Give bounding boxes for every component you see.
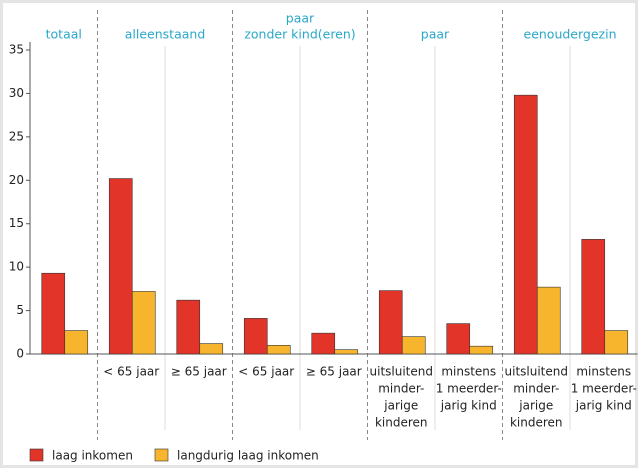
- x-tick-label: kinderen: [510, 416, 563, 430]
- x-tick-label: 1 meerder-: [436, 382, 502, 396]
- x-tick-label: kinderen: [375, 416, 428, 430]
- y-tick-label: 20: [9, 173, 24, 187]
- y-tick-label: 30: [9, 86, 24, 100]
- y-tick-label: 25: [9, 129, 24, 143]
- x-tick-label: < 65 jaar: [103, 365, 159, 379]
- bar: [199, 343, 224, 355]
- bar: [581, 239, 606, 355]
- bar: [64, 330, 89, 355]
- x-tick-label: < 65 jaar: [238, 365, 294, 379]
- bar: [513, 94, 538, 355]
- x-tick-label: jarig kind: [575, 399, 632, 413]
- group-label: zonder kind(eren): [244, 27, 355, 42]
- y-tick-label: 10: [9, 260, 24, 274]
- x-tick-label: 1 meerder-: [571, 382, 637, 396]
- group-label: totaal: [46, 27, 82, 42]
- y-tick-label: 15: [9, 216, 24, 230]
- bar: [446, 323, 471, 355]
- x-tick-label: uitsluitend: [505, 365, 568, 379]
- x-tick-label: minstens: [576, 365, 631, 379]
- x-tick-label: jarig kind: [440, 399, 497, 413]
- group-label: eenoudergezin: [524, 27, 617, 42]
- bar: [536, 286, 561, 355]
- x-tick-label: jarige: [518, 399, 553, 413]
- legend-swatch: [154, 448, 169, 462]
- bar: [334, 349, 359, 355]
- x-tick-label: ≥ 65 jaar: [306, 365, 362, 379]
- bar: [604, 330, 629, 355]
- bar: [469, 345, 494, 355]
- bar: [108, 178, 133, 355]
- group-label: paar: [286, 11, 315, 26]
- y-tick-label: 35: [9, 43, 24, 57]
- bar: [378, 290, 403, 355]
- y-tick-label: 5: [16, 303, 24, 317]
- group-label: alleenstaand: [125, 27, 206, 42]
- x-tick-label: jarige: [383, 399, 418, 413]
- x-tick-label: minder-: [378, 382, 424, 396]
- legend-label: laag inkomen: [52, 449, 133, 463]
- x-tick-label: uitsluitend: [370, 365, 433, 379]
- bar: [311, 332, 336, 355]
- bar: [243, 318, 268, 355]
- group-label: paar: [421, 27, 450, 42]
- x-tick-label: ≥ 65 jaar: [171, 365, 227, 379]
- x-tick-label: minstens: [441, 365, 496, 379]
- bar: [41, 272, 66, 355]
- x-tick-label: minder-: [513, 382, 559, 396]
- legend-swatch: [29, 448, 44, 462]
- bar: [176, 299, 201, 355]
- y-tick-label: 0: [16, 347, 24, 361]
- bar: [266, 345, 291, 355]
- bar: [131, 291, 156, 355]
- legend-label: langdurig laag inkomen: [177, 449, 319, 463]
- bar: [401, 336, 426, 355]
